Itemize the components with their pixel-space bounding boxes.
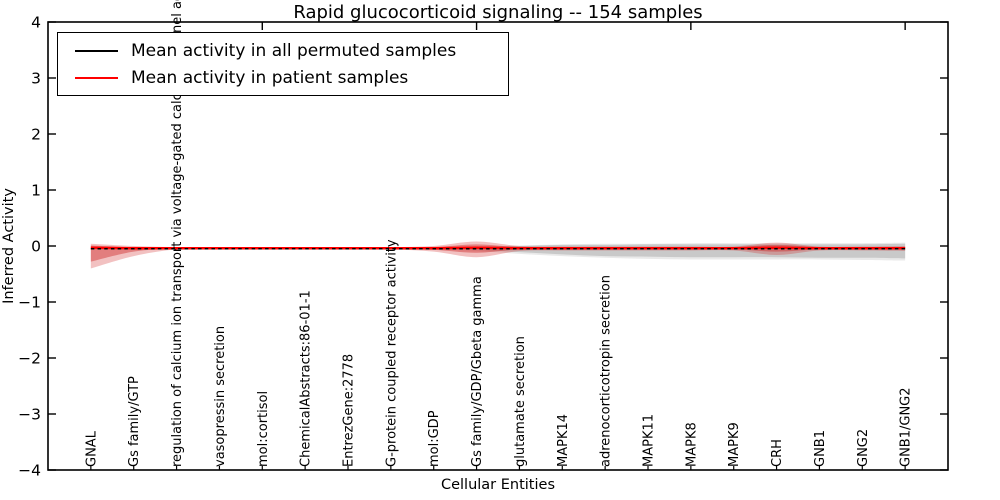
legend-entry-permuted: Mean activity in all permuted samples (58, 41, 508, 61)
category-label: GNB1/GNG2 (899, 387, 914, 467)
category-label: EntrezGene:2778 (342, 354, 357, 467)
legend: Mean activity in all permuted samples Me… (57, 32, 509, 96)
category-label: glutamate secretion (513, 336, 528, 467)
category-label: vasopressin secretion (213, 326, 228, 467)
x-axis-label: Cellular Entities (440, 477, 556, 493)
category-label: ChemicalAbstracts:86-01-1 (299, 290, 314, 467)
category-label: MAPK9 (727, 422, 742, 467)
category-label: adrenocorticotropin secretion (599, 275, 614, 467)
y-tick-label: 1 (31, 182, 41, 200)
legend-entry-patient: Mean activity in patient samples (58, 68, 508, 88)
legend-label-permuted: Mean activity in all permuted samples (131, 40, 457, 61)
category-label: mol:GDP (427, 410, 442, 467)
category-label: GNB1 (813, 430, 828, 467)
category-label: regulation of calcium ion transport via … (170, 0, 185, 467)
category-label: Gs family/GTP (127, 376, 142, 467)
y-tick-label: −3 (18, 406, 41, 424)
y-tick-label: 3 (31, 70, 41, 88)
category-label: mol:cortisol (256, 391, 271, 467)
category-label: GNAL (84, 430, 99, 467)
category-label: GNG2 (856, 429, 871, 467)
y-tick-label: 0 (31, 238, 41, 256)
chart-title: Rapid glucocorticoid signaling -- 154 sa… (293, 2, 703, 23)
category-label: G-protein coupled receptor activity (384, 239, 399, 467)
y-tick-label: 4 (31, 14, 41, 32)
y-axis-label: Inferred Activity (1, 188, 17, 304)
y-tick-label: −1 (18, 294, 41, 312)
category-label: MAPK14 (556, 414, 571, 467)
category-label: CRH (770, 439, 785, 467)
legend-line-patient-icon (75, 76, 118, 79)
category-label: MAPK11 (642, 414, 657, 467)
legend-label-patient: Mean activity in patient samples (131, 67, 409, 88)
y-tick-label: 2 (31, 126, 41, 144)
category-label: Gs family/GDP/Gbeta gamma (470, 276, 485, 467)
y-tick-label: −2 (18, 350, 41, 368)
category-label: MAPK8 (684, 422, 699, 467)
y-tick-label: −4 (18, 462, 41, 480)
legend-line-permuted-icon (75, 49, 118, 52)
